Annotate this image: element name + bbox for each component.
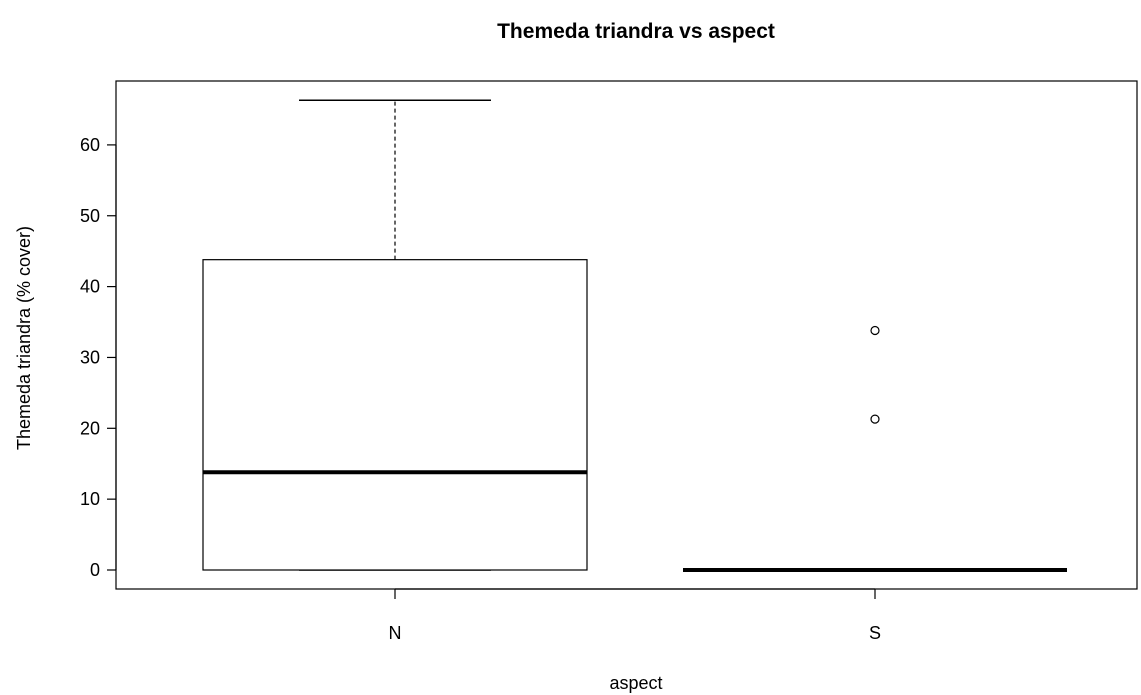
x-tick-label: S <box>869 623 881 643</box>
outlier-point <box>870 325 880 336</box>
box-N <box>202 259 588 571</box>
boxes <box>202 99 1067 572</box>
y-tick-label: 60 <box>80 135 100 155</box>
y-tick-label: 40 <box>80 277 100 297</box>
chart-title: Themeda triandra vs aspect <box>497 20 775 43</box>
x-tick-label: N <box>389 623 402 643</box>
y-tick-label: 0 <box>90 560 100 580</box>
x-axis-label: aspect <box>609 673 662 693</box>
outlier-point <box>870 414 880 424</box>
y-axis: 0 10 20 30 40 50 60 <box>80 135 117 580</box>
y-tick-label: 10 <box>80 489 100 509</box>
y-tick-label: 20 <box>80 418 100 438</box>
y-axis-label: Themeda triandra (% cover) <box>14 226 34 450</box>
y-tick-label: 50 <box>80 206 100 226</box>
y-tick-label: 30 <box>80 347 100 367</box>
